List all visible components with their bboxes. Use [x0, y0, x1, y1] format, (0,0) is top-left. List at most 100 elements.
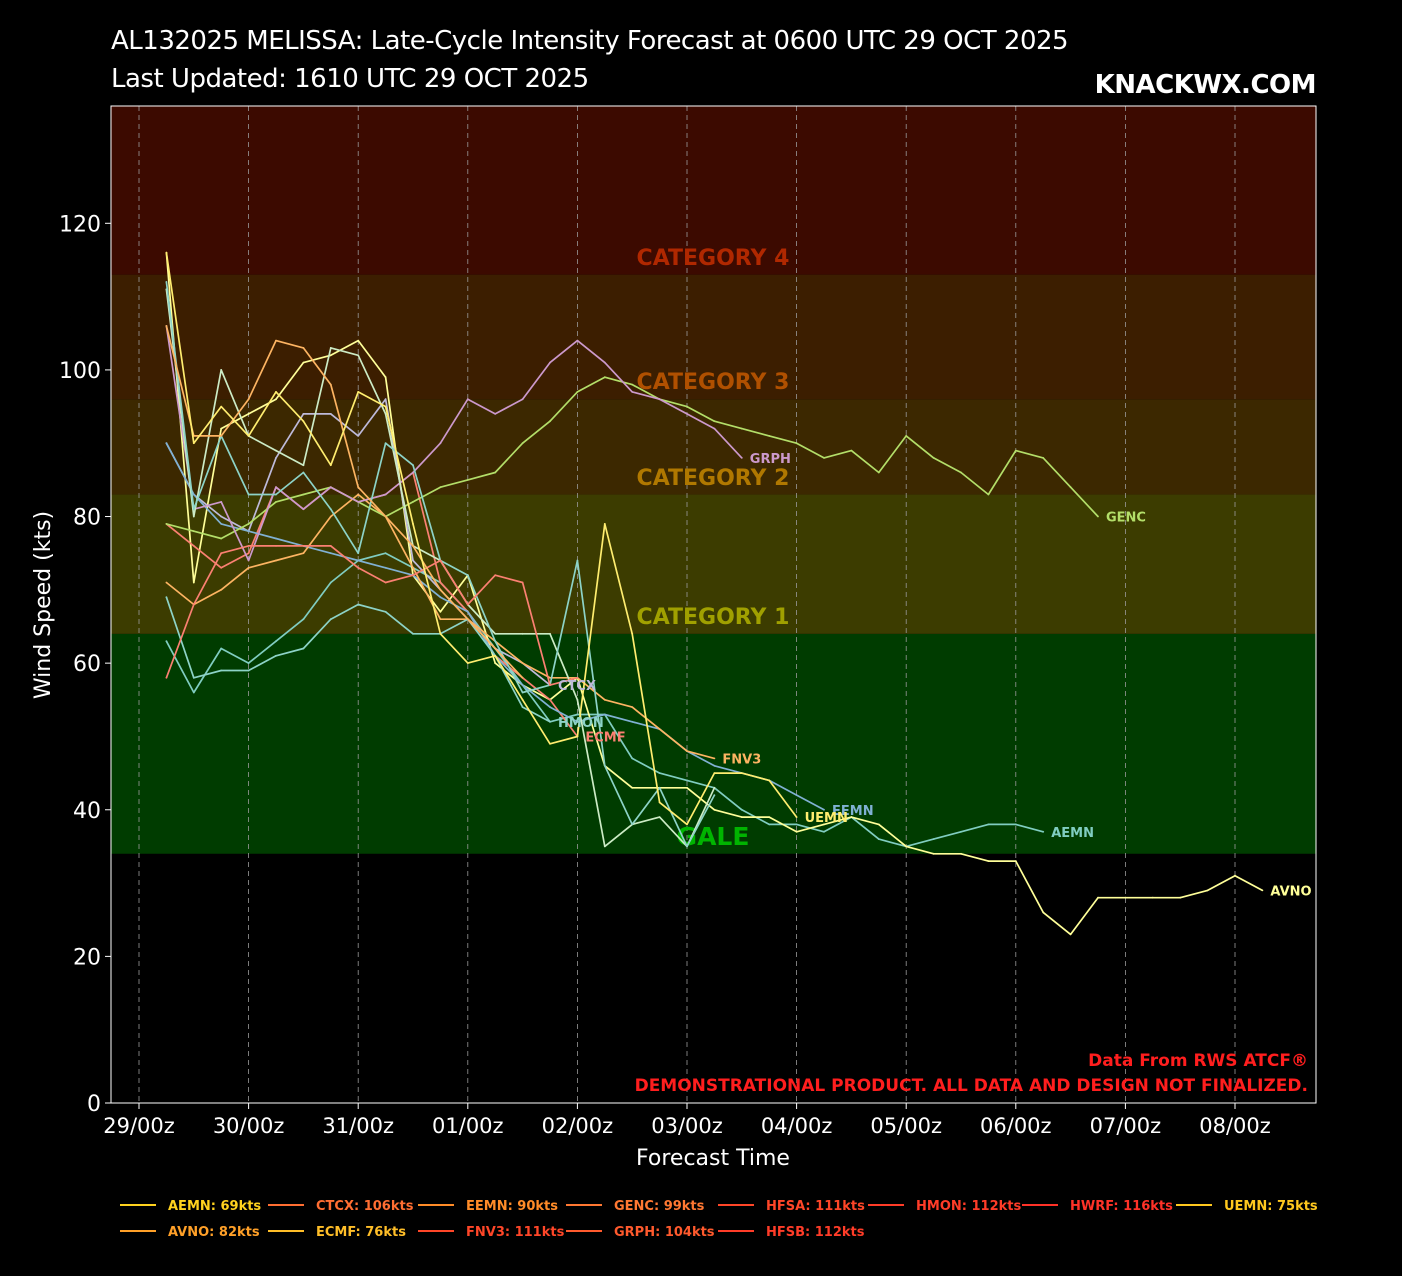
legend-entry: GRPH: 104kts	[614, 1225, 715, 1240]
data-point	[658, 772, 661, 774]
data-point	[220, 523, 223, 525]
band-label: CATEGORY 2	[637, 466, 790, 491]
series-end-label: AVNO	[1270, 884, 1311, 899]
data-point	[192, 545, 195, 547]
data-point	[631, 706, 634, 708]
chart-subtitle: Last Updated: 1610 UTC 29 OCT 2025	[111, 64, 589, 94]
data-point	[549, 720, 551, 723]
data-point	[302, 618, 305, 621]
y-tick-label: 0	[87, 1092, 101, 1117]
data-point	[631, 786, 634, 789]
data-point	[220, 515, 223, 518]
data-point	[631, 757, 634, 760]
data-point	[220, 552, 223, 555]
data-point	[494, 413, 497, 415]
data-point	[549, 706, 551, 708]
y-tick-label: 20	[73, 945, 101, 970]
series-end-label: GENC	[1106, 511, 1146, 526]
data-point	[357, 559, 360, 562]
data-point	[987, 823, 990, 826]
data-point	[302, 508, 305, 511]
x-tick-label: 07/00z	[1090, 1114, 1162, 1138]
series-end-labels: AEMN AVNO CTCX ECMF EEMN FNV3 GENC GRPH HMON UEMN	[558, 452, 1312, 900]
data-point	[329, 581, 332, 584]
data-point	[823, 457, 825, 459]
data-point	[466, 398, 469, 401]
legend-entry: AVNO: 82kts	[168, 1225, 260, 1240]
data-point	[1014, 823, 1017, 826]
data-point	[384, 376, 387, 379]
data-point	[877, 838, 880, 840]
y-tick-label: 60	[73, 652, 101, 677]
data-point	[713, 786, 716, 789]
x-tick-label: 06/00z	[980, 1114, 1052, 1138]
legend-entry: AEMN: 69kts	[168, 1199, 261, 1214]
data-point	[165, 325, 168, 327]
data-point	[275, 449, 277, 452]
data-point	[603, 361, 606, 364]
data-point	[494, 632, 497, 635]
data-point	[521, 398, 524, 401]
data-point	[850, 449, 853, 452]
data-point	[823, 808, 825, 811]
data-point	[247, 545, 250, 547]
data-point	[795, 794, 798, 796]
data-point	[357, 493, 360, 496]
data-point	[795, 830, 798, 833]
data-point	[329, 515, 332, 518]
data-point	[412, 523, 414, 525]
data-point	[192, 603, 195, 606]
data-point	[439, 442, 442, 445]
data-point	[521, 662, 524, 664]
series-line-grph	[165, 325, 743, 562]
x-axis-label: Forecast Time	[636, 1146, 790, 1171]
legend: AEMN: 69kts CTCX: 106kts EEMN: 90kts GENC: …	[120, 1199, 1318, 1240]
data-point	[494, 471, 497, 474]
data-point	[412, 559, 414, 562]
data-point	[521, 691, 524, 694]
band-3	[111, 399, 1316, 495]
data-point	[1069, 486, 1072, 489]
legend-entry: FNV3: 111kts	[466, 1225, 565, 1240]
data-point	[384, 493, 387, 496]
data-point	[603, 698, 606, 701]
data-point	[357, 339, 360, 342]
data-point	[384, 398, 387, 401]
band-label: CATEGORY 3	[637, 370, 790, 395]
data-point	[466, 603, 469, 606]
data-point	[768, 816, 771, 818]
data-point	[686, 786, 688, 789]
data-point	[549, 698, 551, 701]
data-point	[795, 442, 798, 445]
data-point	[494, 574, 497, 577]
data-point	[247, 523, 250, 525]
data-point	[960, 471, 962, 474]
data-point	[302, 493, 305, 496]
data-point	[576, 559, 579, 562]
y-tick-label: 120	[59, 212, 101, 237]
data-point	[987, 860, 990, 862]
data-point	[275, 559, 277, 562]
band-2	[111, 494, 1316, 634]
data-point	[165, 596, 168, 599]
data-point	[549, 684, 551, 686]
data-point	[165, 640, 168, 643]
x-tick-label: 04/00z	[761, 1114, 833, 1138]
data-point	[165, 523, 168, 525]
data-point	[439, 581, 442, 584]
data-point	[740, 457, 743, 459]
y-axis-ticks: 0 20 40 60 80 100 120	[59, 212, 111, 1117]
data-point	[302, 545, 305, 547]
data-point	[412, 501, 414, 503]
data-point	[576, 698, 579, 701]
data-point	[713, 420, 716, 423]
data-point	[686, 823, 688, 826]
data-point	[1261, 889, 1264, 892]
data-point	[1069, 933, 1072, 936]
data-source-note: Data From RWS ATCF®	[1088, 1051, 1308, 1071]
data-point	[247, 413, 250, 415]
data-point	[466, 610, 469, 613]
series-end-label: HMON	[558, 716, 604, 731]
data-point	[247, 566, 250, 569]
data-point	[521, 676, 524, 679]
